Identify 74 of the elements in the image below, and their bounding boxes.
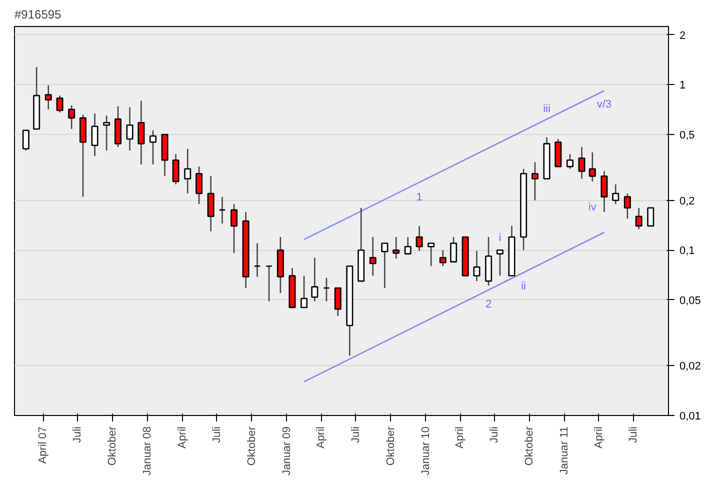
x-tick-label: Oktober [384, 426, 397, 466]
candlestick [404, 236, 412, 254]
x-tick-label: Juli [350, 426, 362, 444]
candlestick [450, 236, 458, 262]
candlestick [103, 115, 110, 152]
candlestick [647, 207, 654, 227]
x-tick-label: Juli [488, 426, 501, 444]
candlestick [369, 236, 376, 276]
candlestick [91, 112, 98, 157]
candlestick [578, 146, 586, 180]
y-tick-label: 0,02 [680, 360, 701, 373]
x-tick-label: April [454, 426, 466, 449]
candlestick [416, 225, 423, 252]
candlestick [254, 242, 261, 278]
x-tick-label: Januar 10 [420, 426, 432, 476]
candlestick [300, 275, 308, 308]
candlestick [473, 250, 480, 282]
y-tick-label: 1 [680, 80, 686, 92]
candlestick [311, 257, 318, 302]
candlestick [439, 249, 446, 267]
candlestick [172, 154, 180, 185]
x-tick-label: Januar 08 [142, 426, 154, 476]
candlestick [230, 203, 238, 254]
x-tick-label: April 07 [37, 426, 50, 464]
candlestick [22, 130, 30, 152]
chart-title: #916595 [14, 8, 62, 22]
annotation: iii [543, 103, 550, 116]
candlestick [588, 152, 596, 182]
candlestick [322, 277, 330, 302]
candlestick [138, 100, 145, 166]
x-tick-label: Oktober [106, 426, 119, 466]
annotation: iv [588, 201, 597, 214]
candlestick [624, 192, 631, 220]
y-tick-label: 0,05 [680, 294, 701, 307]
candlestick [196, 166, 203, 205]
x-tick-label: Januar 11 [558, 426, 571, 475]
candlestick [612, 184, 620, 205]
candlestick [56, 94, 64, 114]
y-tick-label: 0,1 [680, 245, 695, 258]
candlestick [531, 162, 538, 201]
y-tick-label: 0,2 [680, 195, 695, 208]
candlestick [334, 287, 342, 317]
annotation: v/3 [596, 98, 612, 111]
candlestick [566, 154, 574, 170]
y-tick-label: 2 [680, 30, 686, 42]
x-tick-label: Juli [628, 426, 640, 444]
candlestick [184, 148, 192, 194]
annotation: 1 [416, 192, 422, 204]
candlestick [44, 84, 52, 110]
y-tick-label: 0,01 [680, 410, 701, 422]
candlestick [635, 207, 642, 230]
candlestick [496, 249, 504, 276]
candlestick [207, 176, 214, 232]
annotation: i [498, 232, 502, 244]
candlestick [149, 130, 156, 166]
x-tick-label: Juli [210, 426, 223, 444]
x-tick-label: Oktober [246, 426, 258, 466]
candlestick [392, 236, 400, 260]
annotation: 2 [485, 298, 492, 311]
x-tick-label: April [592, 426, 605, 449]
candlestick [381, 242, 388, 289]
candlestick [218, 196, 226, 224]
x-tick-label: Juli [72, 426, 84, 444]
candlestick [266, 266, 273, 302]
candlestick [126, 106, 134, 152]
y-tick-label: 0,5 [680, 130, 695, 142]
annotation: ii [521, 280, 526, 293]
x-tick-label: April [176, 426, 188, 449]
x-tick-label: Januar 09 [280, 426, 293, 476]
candlestick [428, 242, 435, 267]
candlestick [600, 170, 608, 213]
x-tick-label: Oktober [524, 426, 536, 466]
candlestick [68, 104, 76, 130]
x-tick-label: April [315, 426, 328, 449]
